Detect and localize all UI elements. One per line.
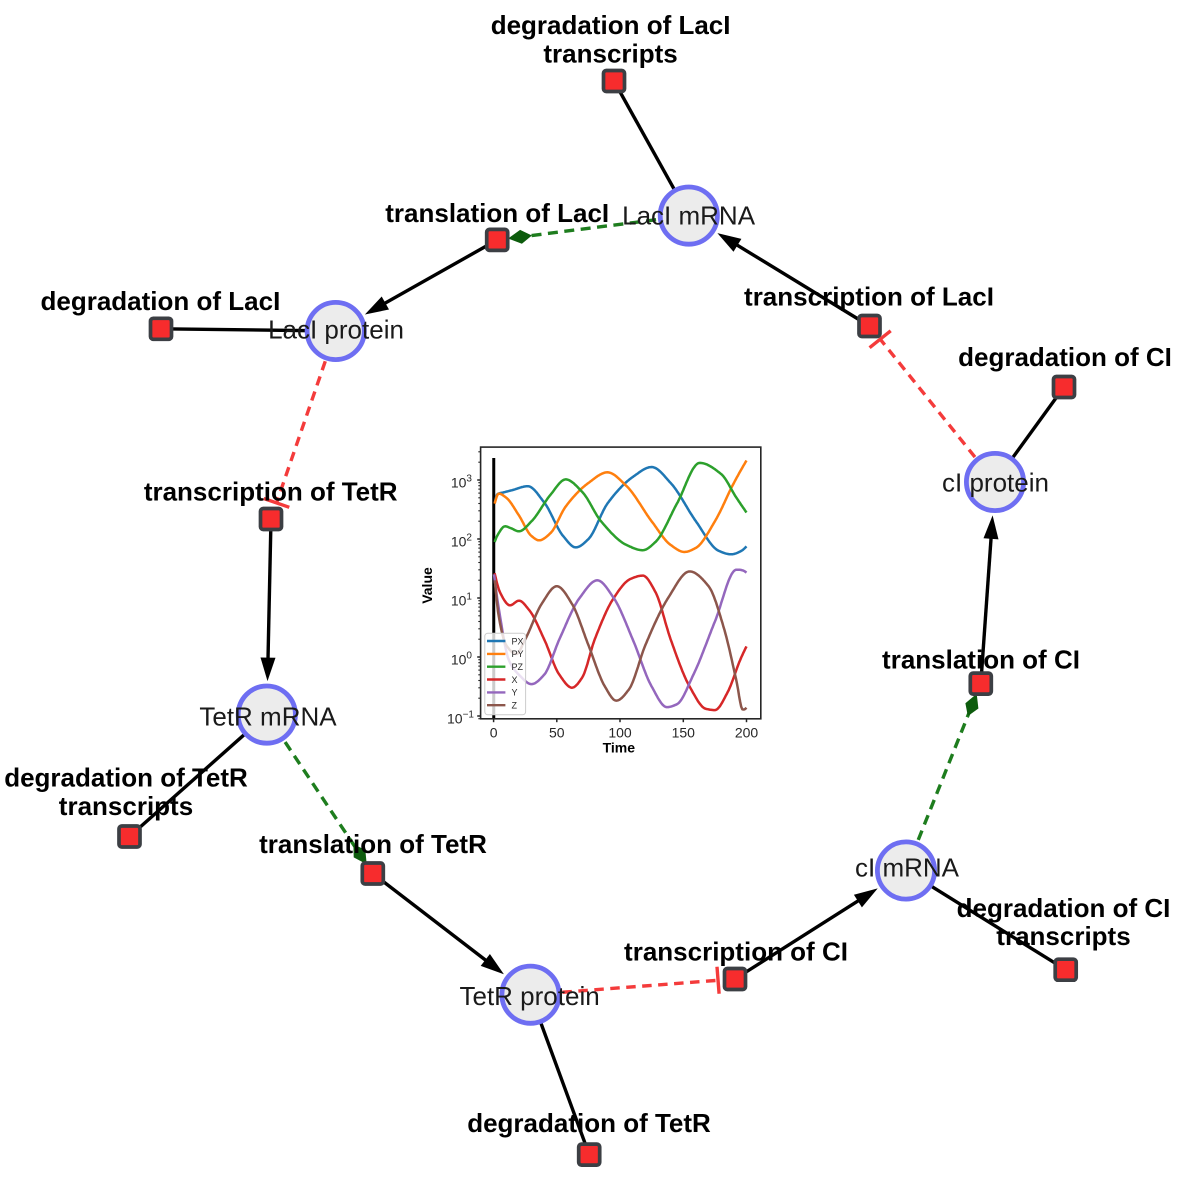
svg-text:transcripts: transcripts [996,921,1130,951]
svg-text:degradation of LacI: degradation of LacI [491,10,731,40]
svg-text:cI protein: cI protein [942,468,1049,498]
svg-text:PY: PY [512,649,524,659]
svg-text:translation of LacI: translation of LacI [385,198,609,228]
svg-text:degradation of TetR: degradation of TetR [467,1108,711,1138]
svg-text:−1: −1 [463,710,475,721]
svg-text:TetR protein: TetR protein [460,981,600,1011]
svg-text:PZ: PZ [512,662,524,672]
svg-text:translation of TetR: translation of TetR [259,829,487,859]
svg-text:150: 150 [672,725,696,741]
svg-text:10: 10 [451,533,467,549]
svg-text:10: 10 [451,651,467,667]
svg-text:2: 2 [466,533,472,544]
svg-text:10: 10 [447,710,463,726]
svg-text:transcripts: transcripts [543,38,677,68]
svg-text:transcription of CI: transcription of CI [624,937,848,967]
svg-text:Z: Z [512,701,518,711]
svg-text:TetR mRNA: TetR mRNA [199,702,337,732]
svg-text:LacI mRNA: LacI mRNA [622,200,756,230]
svg-text:0: 0 [490,725,498,741]
svg-text:10: 10 [451,474,467,490]
svg-text:Value: Value [419,567,435,604]
svg-text:1: 1 [466,592,472,603]
svg-text:LacI protein: LacI protein [268,315,404,345]
svg-text:Time: Time [603,740,636,756]
svg-text:100: 100 [608,725,632,741]
svg-text:degradation of CI: degradation of CI [958,342,1172,372]
svg-text:transcription of TetR: transcription of TetR [144,477,398,507]
svg-text:3: 3 [466,474,472,485]
svg-text:X: X [512,675,518,685]
svg-text:200: 200 [735,725,759,741]
svg-text:transcription of LacI: transcription of LacI [744,281,994,311]
svg-text:Y: Y [512,688,518,698]
svg-text:50: 50 [549,725,565,741]
svg-text:degradation of LacI: degradation of LacI [40,286,280,316]
svg-text:0: 0 [466,651,472,662]
svg-text:transcripts: transcripts [59,791,193,821]
svg-text:translation of CI: translation of CI [882,644,1080,674]
svg-text:degradation of TetR: degradation of TetR [4,763,248,793]
svg-text:degradation of CI: degradation of CI [957,893,1171,923]
svg-text:10: 10 [451,592,467,608]
svg-text:cI mRNA: cI mRNA [855,853,960,883]
svg-text:PX: PX [512,636,524,646]
